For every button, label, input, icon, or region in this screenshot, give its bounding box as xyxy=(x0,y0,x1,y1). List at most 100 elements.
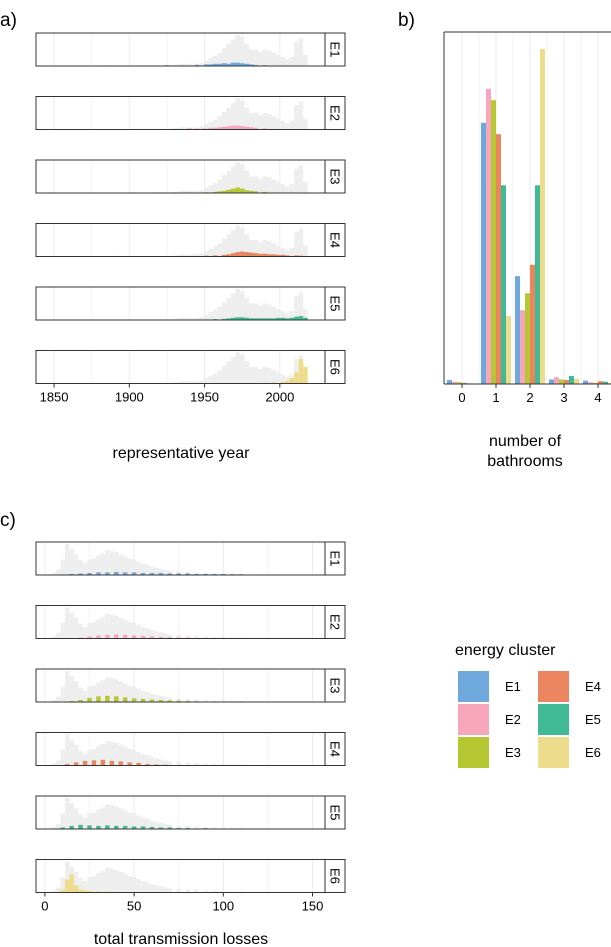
panel-a-E6-strip xyxy=(324,350,346,384)
panel-b-x-tick-label: 4 xyxy=(594,390,601,405)
panel-a-E5-bar xyxy=(267,318,272,320)
panel-c-E4-background-bar xyxy=(131,750,137,766)
panel-a-E4-background-bar xyxy=(226,234,231,257)
panel-a-E2-background-bar xyxy=(303,118,308,130)
panel-a-E6-background-bar xyxy=(239,354,245,384)
panel-b-bar-E1 xyxy=(515,276,520,384)
panel-b-bar-E3 xyxy=(559,379,564,384)
panel-a-E2-bar xyxy=(187,128,192,130)
panel-c-E4-background-bar xyxy=(91,748,97,766)
panel-a-E4-background-bar xyxy=(194,254,200,257)
panel-b-x-tick-label: 0 xyxy=(458,390,465,405)
panel-a-E1-background-bar xyxy=(185,63,191,66)
panel-a-E4-background-bar xyxy=(185,254,191,257)
panel-a-E5-bar xyxy=(285,318,290,320)
panel-c-E5-background-bar xyxy=(203,826,208,829)
panel-a-x-tick-label: 1950 xyxy=(190,390,219,405)
panel-c-E5-background-bar xyxy=(78,814,83,829)
panel-a-E1-background-bar xyxy=(248,49,254,66)
panel-a-E6-background-bar xyxy=(280,374,286,384)
panel-c-E4-background-bar xyxy=(136,752,141,766)
panel-b-bar-chart: 0 1 2 3 4 xyxy=(443,31,611,405)
panel-c-E6-background-bar xyxy=(118,871,123,893)
panel-c-E1-bar xyxy=(176,573,181,575)
panel-a-E6-bar xyxy=(298,359,304,384)
panel-c-E3-strip xyxy=(324,668,346,703)
panel-a-E4-bar xyxy=(226,254,231,257)
panel-a-E3-background-bar xyxy=(276,181,281,193)
panel-a-E1-background-bar xyxy=(253,49,259,66)
panel-c-E5-bar xyxy=(122,825,128,829)
legend-label-E2: E2 xyxy=(505,712,521,727)
panel-a-E3-background-bar xyxy=(176,191,182,193)
panel-a-E1-bar xyxy=(248,64,254,66)
panel-c-E5-background-bar xyxy=(82,817,88,829)
panel-c-E2-background-bar xyxy=(185,635,190,639)
panel-c-E5-bar xyxy=(131,826,137,829)
panel-c-E2-background-bar xyxy=(140,627,146,639)
panel-b-bar-E5 xyxy=(535,185,540,384)
panel-c-E2-background-bar xyxy=(73,617,79,639)
panel-a-E5-background-bar xyxy=(303,308,308,320)
panel-a-E2-background-bar xyxy=(262,112,268,130)
legend-swatch-E1 xyxy=(458,671,489,702)
panel-b-bar-E4 xyxy=(462,382,467,384)
panel-c-E4-background-bar xyxy=(145,755,150,766)
panel-c-E3-bar xyxy=(78,699,83,702)
panel-b-bar-E6 xyxy=(574,378,579,384)
panel-c-E1-background-bar xyxy=(131,559,137,575)
panel-c-E5-background-bar xyxy=(127,812,132,829)
panel-a-E3-bar xyxy=(244,190,249,193)
panel-c-E1-background-bar xyxy=(105,550,110,575)
panel-a-E5-background-bar xyxy=(294,295,299,320)
panel-a-E5-background-bar xyxy=(230,293,236,320)
panel-c-E5-bar xyxy=(114,825,119,829)
panel-c-E2-background-bar xyxy=(154,631,159,639)
panel-c-E5-bar xyxy=(185,827,190,829)
panel-a-E5-strip-label: E5 xyxy=(328,296,343,312)
panel-c-E6-background-bar xyxy=(158,886,164,893)
panel-c-E3-background-bar xyxy=(131,686,137,702)
panel-c-E1-bar xyxy=(69,573,74,575)
panel-c-E2-bar xyxy=(96,635,101,639)
panel-c-E4-bar xyxy=(136,762,141,766)
legend-swatch-E3 xyxy=(458,737,489,768)
panel-b-bar-E1 xyxy=(583,380,588,384)
panel-a-E2-background-bar xyxy=(294,105,299,130)
panel-b-bar-E4 xyxy=(530,264,535,384)
panel-c-E6-background-bar xyxy=(238,891,244,893)
panel-b-x-tick-label: 2 xyxy=(526,390,533,405)
panel-c-E6-background-bar xyxy=(64,861,70,893)
panel-c-E1-background-bar xyxy=(82,563,88,575)
panel-a-E3-background-bar xyxy=(190,191,195,193)
panel-c-E4-background-bar xyxy=(203,763,208,766)
panel-a-E6-background-bar xyxy=(271,370,277,384)
panel-c-E1-background-bar xyxy=(91,558,97,575)
panel-c-E1-bar xyxy=(122,572,128,575)
panel-c-E1-bar xyxy=(194,573,199,575)
panel-a-E3-bar xyxy=(248,190,254,193)
panel-b-x-tick-label: 3 xyxy=(560,390,567,405)
panel-a-E4-bar xyxy=(235,252,240,257)
panel-a-E4-bar xyxy=(212,255,218,257)
panel-c-E3-bar xyxy=(176,700,181,702)
panel-c-E6-background-bar xyxy=(194,889,199,893)
panel-a-E5-bar xyxy=(239,317,245,320)
panel-c-E4-bar xyxy=(91,760,97,766)
panel-c-E2-background-bar xyxy=(100,616,106,639)
panel-c-E5-background-bar xyxy=(149,820,155,829)
panel-a-E5-background-bar xyxy=(212,310,218,320)
panel-c-E4-background-bar xyxy=(238,764,244,766)
panel-a-E5-background-bar xyxy=(258,305,263,320)
panel-c-x-tick-label: 0 xyxy=(41,899,48,914)
panel-a-E1-background-bar xyxy=(176,64,182,66)
panel-a-E6-background-bar xyxy=(248,366,254,384)
panel-c-E3-bar xyxy=(149,699,155,702)
panel-a-E6-bar xyxy=(303,366,308,384)
panel-c-E6-background-bar xyxy=(100,870,106,893)
panel-c-E3-strip-label: E3 xyxy=(328,678,343,694)
panel-c-E2-background-bar xyxy=(221,636,226,639)
panel-c-E5-background-bar xyxy=(109,805,115,829)
panel-c-E1-bar xyxy=(96,572,101,575)
panel-a-E5-background-bar xyxy=(190,318,195,320)
